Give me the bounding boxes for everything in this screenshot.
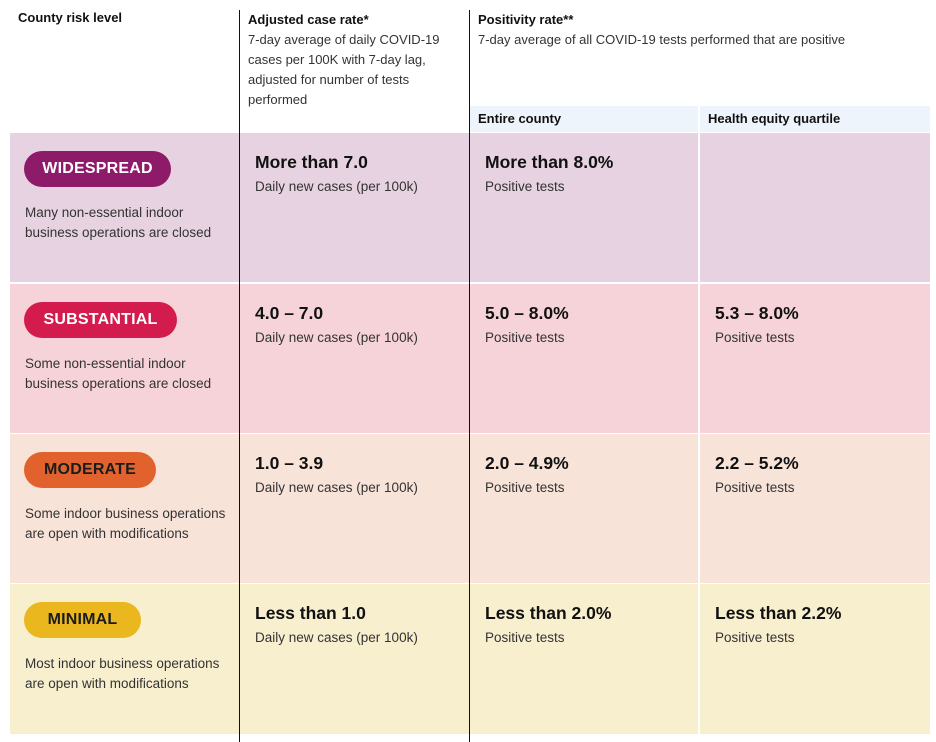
county-positivity-value: More than 8.0% bbox=[485, 152, 614, 172]
county-positivity-label: Positive tests bbox=[485, 330, 565, 345]
case-rate-label: Daily new cases (per 100k) bbox=[255, 630, 418, 645]
county-positivity-value: Less than 2.0% bbox=[485, 603, 612, 623]
case-rate-description: 7-day average of daily COVID-19 cases pe… bbox=[248, 32, 440, 107]
case-rate-cell: More than 7.0 Daily new cases (per 100k) bbox=[255, 151, 418, 196]
tier-badge-widespread: WIDESPREAD bbox=[24, 151, 171, 187]
column-divider bbox=[239, 10, 240, 742]
column-divider bbox=[698, 132, 700, 742]
equity-positivity-value: 2.2 – 5.2% bbox=[715, 453, 799, 473]
county-positivity-cell: More than 8.0% Positive tests bbox=[485, 151, 613, 196]
case-rate-value: Less than 1.0 bbox=[255, 603, 366, 623]
tier-badge-substantial: SUBSTANTIAL bbox=[24, 302, 177, 338]
tier-description: Some indoor business operations are open… bbox=[25, 506, 226, 541]
equity-positivity-label: Positive tests bbox=[715, 630, 795, 645]
equity-positivity-label: Positive tests bbox=[715, 330, 795, 345]
tier-description: Many non-essential indoor business opera… bbox=[25, 205, 212, 240]
county-positivity-cell: Less than 2.0% Positive tests bbox=[485, 602, 611, 647]
header-positivity: Positivity rate** 7-day average of all C… bbox=[478, 10, 918, 50]
tier-badge-minimal: MINIMAL bbox=[24, 602, 141, 638]
subheader-health-equity: Health equity quartile bbox=[700, 106, 930, 132]
county-positivity-label: Positive tests bbox=[485, 480, 565, 495]
county-positivity-cell: 2.0 – 4.9% Positive tests bbox=[485, 452, 569, 497]
column-divider bbox=[469, 10, 470, 742]
case-rate-title: Adjusted case rate* bbox=[248, 12, 369, 27]
subheader-entire-county: Entire county bbox=[470, 106, 698, 132]
county-positivity-cell: 5.0 – 8.0% Positive tests bbox=[485, 302, 569, 347]
equity-positivity-cell: 2.2 – 5.2% Positive tests bbox=[715, 452, 799, 497]
equity-positivity-value: 5.3 – 8.0% bbox=[715, 303, 799, 323]
tier-row-widespread: WIDESPREAD Many non-essential indoor bus… bbox=[10, 133, 930, 282]
case-rate-value: 4.0 – 7.0 bbox=[255, 303, 324, 323]
county-positivity-value: 5.0 – 8.0% bbox=[485, 303, 569, 323]
case-rate-label: Daily new cases (per 100k) bbox=[255, 480, 418, 495]
case-rate-cell: Less than 1.0 Daily new cases (per 100k) bbox=[255, 602, 418, 647]
equity-positivity-value: Less than 2.2% bbox=[715, 603, 842, 623]
positivity-description: 7-day average of all COVID-19 tests perf… bbox=[478, 32, 846, 47]
tier-row-minimal: MINIMAL Most indoor business operations … bbox=[10, 584, 930, 734]
equity-positivity-cell: 5.3 – 8.0% Positive tests bbox=[715, 302, 799, 347]
tier-badge-moderate: MODERATE bbox=[24, 452, 156, 488]
positivity-title: Positivity rate** bbox=[478, 12, 574, 27]
case-rate-label: Daily new cases (per 100k) bbox=[255, 330, 418, 345]
case-rate-value: 1.0 – 3.9 bbox=[255, 453, 324, 473]
equity-positivity-label: Positive tests bbox=[715, 480, 795, 495]
tier-description: Most indoor business operations are open… bbox=[25, 656, 220, 691]
case-rate-label: Daily new cases (per 100k) bbox=[255, 179, 418, 194]
tier-row-moderate: MODERATE Some indoor business operations… bbox=[10, 434, 930, 583]
equity-positivity-cell: Less than 2.2% Positive tests bbox=[715, 602, 841, 647]
header-risk-level: County risk level bbox=[18, 10, 123, 25]
tier-description: Some non-essential indoor business opera… bbox=[25, 356, 212, 391]
header-case-rate: Adjusted case rate* 7-day average of dai… bbox=[248, 10, 458, 110]
county-positivity-label: Positive tests bbox=[485, 630, 565, 645]
case-rate-value: More than 7.0 bbox=[255, 152, 368, 172]
county-positivity-value: 2.0 – 4.9% bbox=[485, 453, 569, 473]
county-positivity-label: Positive tests bbox=[485, 179, 565, 194]
case-rate-cell: 4.0 – 7.0 Daily new cases (per 100k) bbox=[255, 302, 418, 347]
tier-row-substantial: SUBSTANTIAL Some non-essential indoor bu… bbox=[10, 284, 930, 433]
case-rate-cell: 1.0 – 3.9 Daily new cases (per 100k) bbox=[255, 452, 418, 497]
